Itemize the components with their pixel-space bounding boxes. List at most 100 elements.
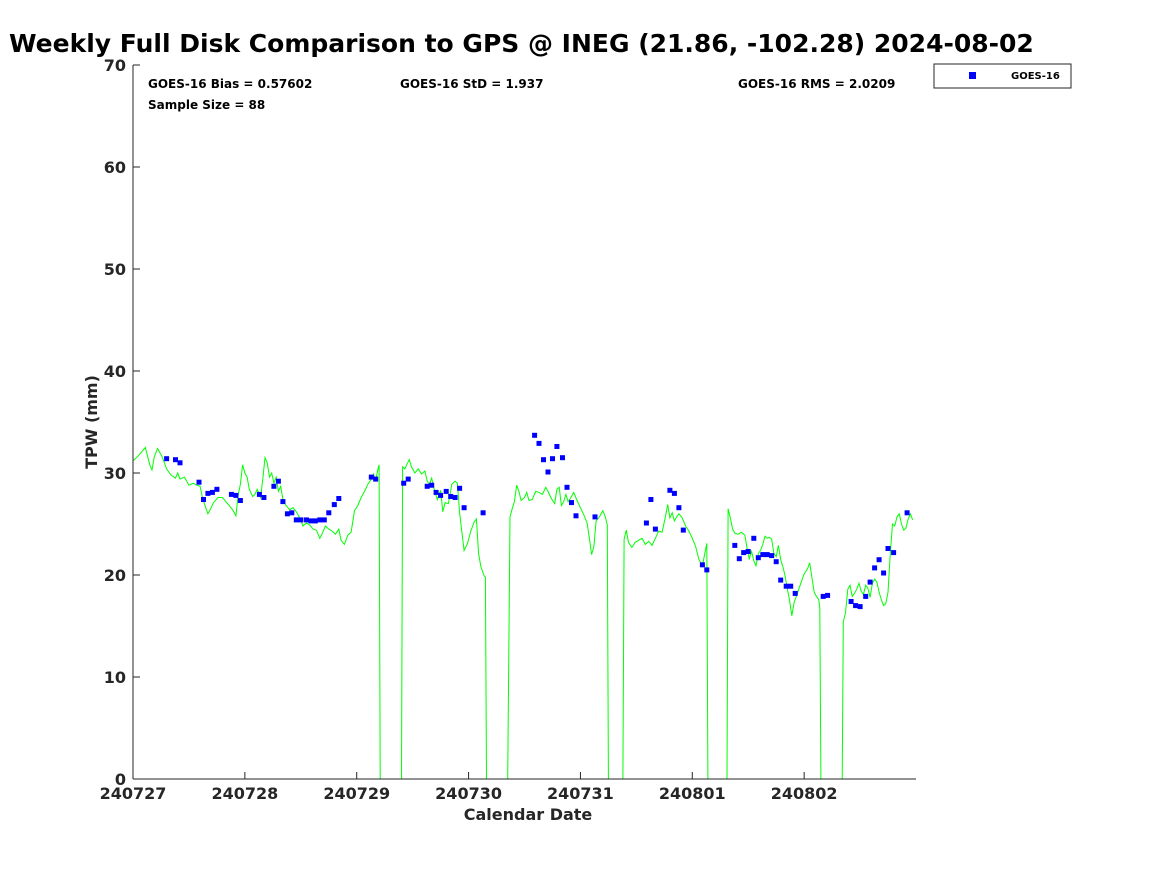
goes16-point: [373, 476, 379, 482]
goes16-point: [863, 593, 869, 599]
bias-stat: GOES-16 Bias = 0.57602: [148, 77, 312, 91]
goes16-point: [736, 556, 742, 562]
goes16-point: [293, 517, 299, 523]
goes16-point: [648, 497, 654, 502]
x-ticks: 240727 240728 240729 240730 240731 240801 2408…: [100, 772, 838, 803]
goes16-point: [480, 510, 486, 516]
y-tick-label: 60: [104, 158, 126, 177]
plot-area: [133, 65, 916, 779]
goes16-point: [452, 495, 458, 500]
goes16-point: [448, 494, 454, 499]
goes16-point: [560, 455, 565, 461]
goes16-point: [545, 469, 551, 475]
goes16-point: [792, 590, 798, 596]
goes16-point: [321, 517, 327, 523]
goes16-point: [676, 505, 682, 511]
legend-box: [933, 63, 1072, 89]
goes16-point: [228, 491, 234, 497]
goes16-point: [554, 444, 560, 449]
goes16-point: [820, 593, 826, 599]
goes16-point: [778, 577, 784, 583]
goes16-point: [303, 517, 309, 523]
goes16-point: [256, 491, 262, 497]
goes16-point: [326, 510, 332, 516]
goes16-point: [592, 514, 598, 520]
goes16-point: [205, 490, 211, 496]
goes16-point: [671, 490, 677, 496]
goes16-point: [680, 527, 686, 533]
goes16-point: [848, 599, 854, 604]
x-tick-label: 240727: [100, 784, 167, 803]
goes16-point: [536, 440, 542, 446]
goes16-point: [532, 432, 538, 438]
goes16-point: [857, 604, 863, 610]
goes16-point: [825, 592, 831, 598]
goes16-point: [405, 476, 411, 482]
x-tick-label: 240730: [435, 784, 502, 803]
rms-stat: GOES-16 RMS = 2.0209: [738, 77, 895, 91]
y-tick-label: 70: [104, 56, 126, 75]
goes16-point: [233, 492, 239, 498]
goes16-point: [755, 555, 761, 561]
x-tick-label: 240802: [771, 784, 838, 803]
goes16-point: [164, 456, 170, 462]
goes16-point: [569, 500, 574, 506]
legend-label: GOES-16: [1011, 71, 1060, 82]
sample-size-stat: Sample Size = 88: [148, 98, 265, 112]
goes16-point: [173, 457, 178, 463]
goes16-point: [317, 517, 323, 523]
goes16-point: [885, 546, 891, 551]
goes16-point: [177, 460, 183, 466]
goes16-point: [876, 557, 882, 563]
goes16-point: [643, 520, 649, 526]
goes16-point: [867, 579, 873, 585]
goes16-point: [331, 502, 337, 508]
x-tick-label: 240731: [547, 784, 614, 803]
y-ticks: 0 10 20 30 40 50 60 70: [104, 56, 140, 789]
goes16-point: [881, 570, 887, 576]
goes16-point: [573, 513, 579, 519]
goes16-point: [201, 497, 206, 502]
goes16-point: [271, 483, 277, 489]
series-layer: [132, 432, 914, 780]
chart-title: Weekly Full Disk Comparison to GPS @ INE…: [9, 29, 1034, 58]
std-stat: GOES-16 StD = 1.937: [400, 77, 543, 91]
goes16-point: [652, 526, 658, 532]
goes16-point: [769, 553, 775, 559]
goes16-point: [853, 603, 859, 609]
goes16-point: [284, 511, 290, 517]
goes16-point: [891, 550, 897, 556]
goes16-point: [732, 542, 738, 548]
goes16-point: [209, 489, 215, 495]
legend: GOES-16: [933, 63, 1072, 89]
goes16-point: [741, 550, 747, 556]
goes16-point: [438, 492, 444, 498]
goes16-point: [541, 457, 546, 463]
goes16-point: [275, 478, 281, 484]
x-axis-label: Calendar Date: [464, 805, 593, 824]
legend-marker: [969, 72, 976, 79]
goes16-point: [298, 517, 304, 523]
goes16-point: [760, 552, 766, 558]
goes16-point: [550, 456, 555, 462]
goes16-point: [699, 562, 705, 568]
goes16-point: [751, 535, 757, 541]
y-tick-label: 10: [104, 668, 126, 687]
goes16-point: [280, 499, 286, 505]
goes16-point: [424, 483, 430, 489]
goes16-point: [196, 479, 202, 485]
y-tick-label: 50: [104, 260, 126, 279]
x-tick-label: 240801: [659, 784, 726, 803]
goes16-point: [312, 518, 318, 524]
y-tick-label: 20: [104, 566, 126, 585]
y-axis-label: TPW (mm): [82, 375, 101, 469]
goes16-point: [904, 510, 910, 516]
goes16-point: [336, 496, 342, 501]
y-tick-label: 40: [104, 362, 126, 381]
goes16-point: [214, 486, 220, 492]
goes16-point: [368, 474, 374, 480]
goes16-point: [433, 489, 439, 495]
y-tick-label: 30: [104, 464, 126, 483]
goes16-point: [773, 559, 779, 565]
goes16-point: [564, 484, 570, 490]
